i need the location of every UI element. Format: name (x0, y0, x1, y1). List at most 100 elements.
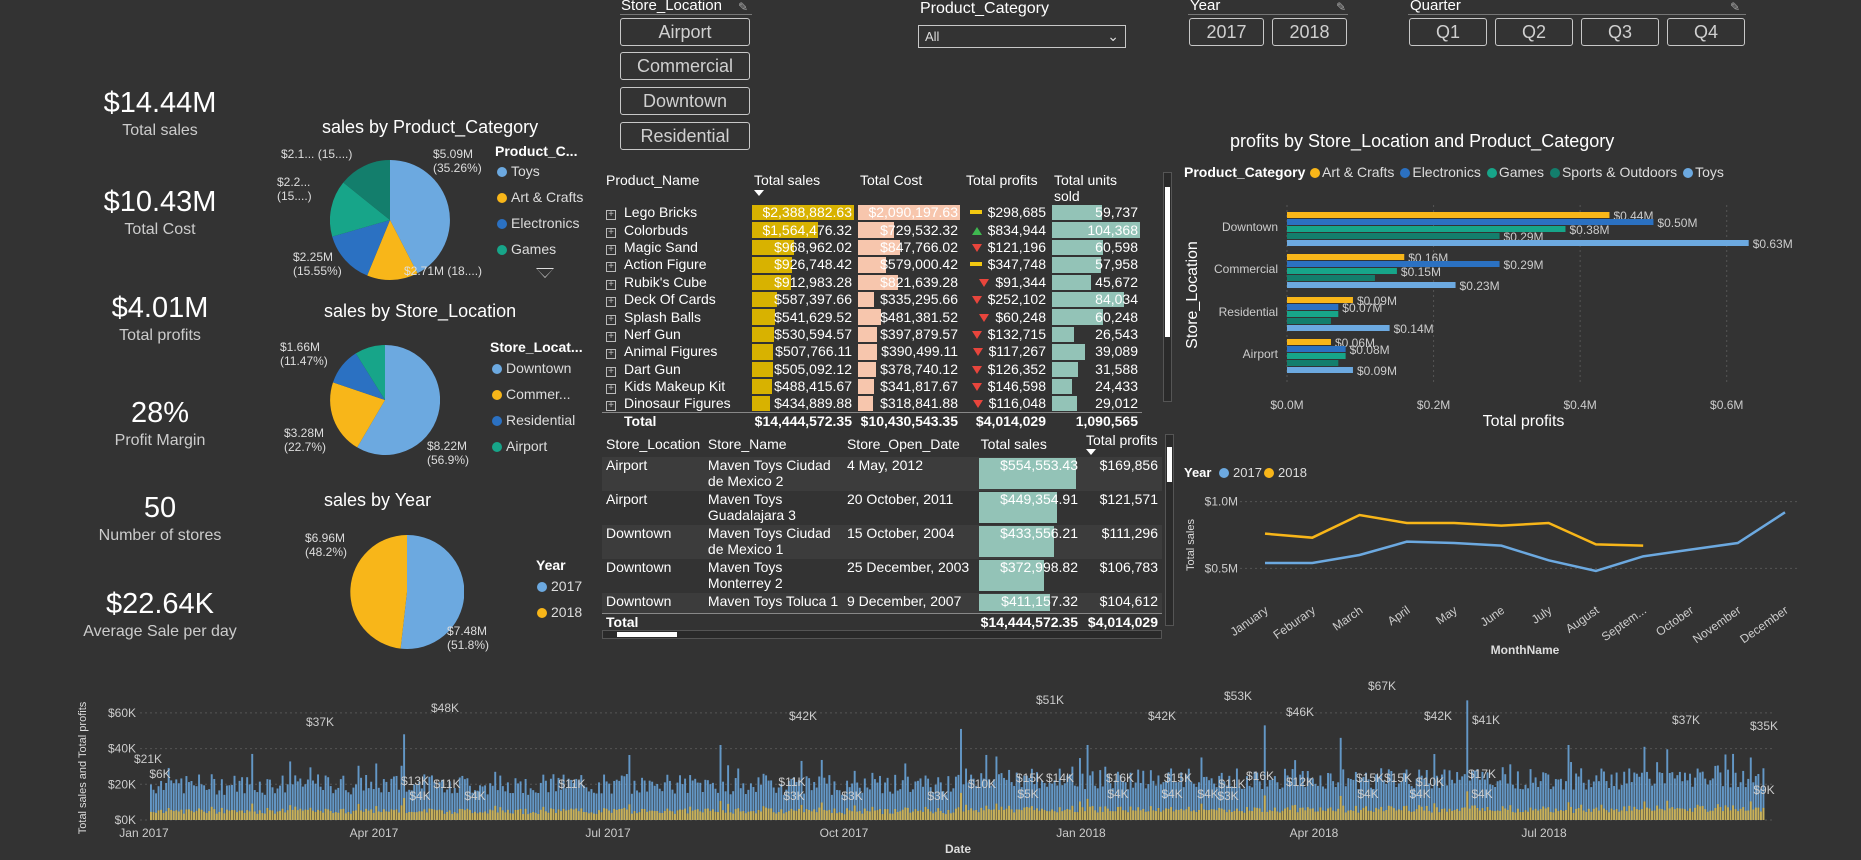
table-row[interactable]: + Dart Gun $505,092.12 $378,740.12 $126,352 3… (602, 361, 1142, 378)
table-row[interactable]: Downtown Maven Toys Monterrey 2 25 Decembe… (602, 559, 1162, 593)
expand-icon[interactable]: + (606, 314, 616, 325)
pie-slice-electronics[interactable] (332, 220, 390, 276)
bar[interactable] (1287, 261, 1500, 267)
slicer-option-residential[interactable]: Residential (620, 122, 750, 150)
slicer-option-airport[interactable]: Airport (620, 18, 750, 46)
legend-item-2018[interactable]: 2018 (537, 604, 582, 620)
bar[interactable] (1287, 219, 1654, 225)
bar[interactable] (1287, 367, 1353, 373)
table-row[interactable]: + Action Figure $926,748.42 $579,000.42 $347… (602, 256, 1142, 273)
table-row[interactable]: + Splash Balls $541,629.52 $481,381.52 $60,2… (602, 308, 1142, 325)
table-row[interactable]: + Dinosaur Figures $434,889.88 $318,841.88 $… (602, 395, 1142, 413)
pie-category-chart[interactable] (330, 160, 450, 280)
bar[interactable] (1287, 304, 1339, 310)
col-header-store-location[interactable]: Store_Location (606, 435, 701, 452)
table-row[interactable]: Downtown Maven Toys Ciudad de Mexico 1 15 … (602, 525, 1162, 559)
bar[interactable] (1287, 254, 1405, 260)
slicer-option-q4[interactable]: Q4 (1667, 18, 1745, 46)
col-header-total-profits[interactable]: Total profits (966, 172, 1038, 188)
table-row[interactable]: + Lego Bricks $2,388,882.63 $2,090,197.63 $2… (602, 204, 1142, 221)
bar[interactable] (1287, 346, 1346, 352)
legend-item[interactable]: Art & Crafts (1310, 164, 1394, 180)
col-header-total-profits[interactable]: Total profits (1082, 430, 1162, 457)
bar[interactable] (1287, 325, 1390, 331)
legend-item[interactable]: Electronics (1400, 164, 1481, 180)
col-header-product-name[interactable]: Product_Name (606, 172, 700, 188)
legend-item-residential[interactable]: Residential (492, 412, 575, 428)
bar[interactable] (1287, 353, 1346, 359)
expand-icon[interactable]: + (606, 384, 616, 395)
bar[interactable] (1287, 311, 1339, 317)
legend-item[interactable]: Sports & Outdoors (1549, 164, 1677, 180)
slicer-option-q2[interactable]: Q2 (1495, 18, 1573, 46)
line-series-2018[interactable] (1264, 513, 1644, 547)
scrollbar-thumb[interactable] (617, 632, 677, 637)
store-table-scrollbar[interactable] (1165, 434, 1174, 626)
line-series-2017[interactable] (1265, 511, 1786, 573)
product-table-scrollbar[interactable] (1163, 172, 1172, 402)
legend-item-downtown[interactable]: Downtown (492, 360, 571, 376)
eraser-icon[interactable]: ✎ (1730, 0, 1741, 14)
slicer-option-commercial[interactable]: Commercial (620, 52, 750, 80)
pie-slice-art-crafts[interactable] (367, 220, 418, 280)
legend-item-2017[interactable]: 2017 (537, 578, 582, 594)
expand-icon[interactable]: + (606, 297, 616, 308)
col-header-store-open-date[interactable]: Store_Open_Date (846, 435, 960, 452)
table-row[interactable]: + Deck Of Cards $587,397.66 $335,295.66 $252… (602, 291, 1142, 308)
eraser-icon[interactable]: ✎ (738, 0, 749, 14)
expand-icon[interactable]: + (606, 401, 616, 412)
daily-sales-profits-chart[interactable]: $0K$20K$40K$60K$21K$6K$37K$48K$13K $11K$4… (70, 660, 1790, 858)
bar[interactable] (1287, 275, 1375, 281)
scrollbar-thumb[interactable] (1165, 187, 1170, 337)
pie-slice-downtown[interactable] (357, 345, 440, 455)
col-header-total-units[interactable]: Total units sold (1054, 172, 1118, 204)
pie-slice-sports-outdoors[interactable] (343, 160, 390, 220)
bar[interactable] (1287, 339, 1331, 345)
pie-slice-games[interactable] (330, 182, 390, 237)
table-row[interactable]: + Colorbuds $1,564,476.32 $729,532.32 $834,9… (602, 221, 1142, 238)
legend-item-2018[interactable]: 2018 (1264, 465, 1307, 480)
slicer-option-downtown[interactable]: Downtown (620, 87, 750, 115)
legend-item-commercial[interactable]: Commer... (492, 386, 571, 402)
bar[interactable] (1287, 282, 1456, 288)
slicer-option-2018[interactable]: 2018 (1272, 18, 1347, 46)
table-row[interactable]: + Animal Figures $507,766.11 $390,499.11 $11… (602, 343, 1142, 360)
table-row[interactable]: + Nerf Gun $530,594.57 $397,879.57 $132,715 2… (602, 326, 1142, 343)
legend-item-art-crafts[interactable]: Art & Crafts (497, 189, 583, 205)
bar[interactable] (1287, 268, 1397, 274)
expand-icon[interactable]: + (606, 210, 616, 221)
table-row[interactable]: Airport Maven Toys Guadalajara 3 20 Octobe… (602, 491, 1162, 525)
expand-icon[interactable]: + (606, 279, 616, 290)
pie-slice-toys[interactable] (390, 160, 450, 274)
expand-icon[interactable]: + (606, 331, 616, 342)
expand-icon[interactable]: + (606, 262, 616, 273)
legend-item-games[interactable]: Games (497, 241, 556, 257)
legend-item-toys[interactable]: Toys (497, 163, 540, 179)
pie-slice-2017[interactable] (400, 535, 464, 649)
bar[interactable] (1287, 318, 1331, 324)
slicer-option-q1[interactable]: Q1 (1409, 18, 1487, 46)
bar[interactable] (1287, 240, 1749, 246)
expand-icon[interactable]: + (606, 349, 616, 360)
expand-icon[interactable]: + (606, 244, 616, 255)
bar[interactable] (1287, 226, 1566, 232)
col-header-total-sales[interactable]: Total sales (980, 435, 1047, 452)
pie-location-chart[interactable] (330, 345, 440, 455)
store-table-h-scrollbar[interactable] (602, 630, 1162, 639)
legend-item[interactable]: Toys (1683, 164, 1724, 180)
pie-slice-commercial[interactable] (330, 382, 385, 448)
col-header-total-sales[interactable]: Total sales (750, 170, 856, 204)
legend-item-electronics[interactable]: Electronics (497, 215, 579, 231)
legend-item-airport[interactable]: Airport (492, 438, 547, 454)
expand-icon[interactable]: + (606, 227, 616, 238)
bar[interactable] (1287, 297, 1353, 303)
slicer-option-q3[interactable]: Q3 (1581, 18, 1659, 46)
pie-year-chart[interactable] (350, 535, 464, 649)
legend-item-2017[interactable]: 2017 (1219, 465, 1262, 480)
pie-slice-airport[interactable] (355, 345, 385, 400)
expand-icon[interactable]: + (606, 366, 616, 377)
